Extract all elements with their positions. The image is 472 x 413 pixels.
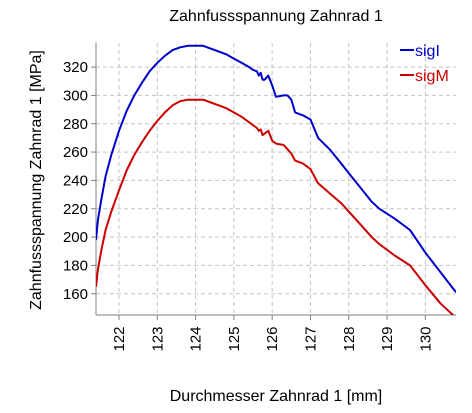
y-tick-label: 200 <box>63 229 88 246</box>
legend-label-sigI: sigI <box>415 43 440 60</box>
series-line-sigI <box>96 44 456 293</box>
x-tick-label: 128 <box>341 326 358 351</box>
y-tick-label: 180 <box>63 257 88 274</box>
axes <box>91 43 456 320</box>
chart-title: Zahnfussspannung Zahnrad 1 <box>169 8 383 25</box>
x-axis-label: Durchmesser Zahnrad 1 [mm] <box>170 388 383 405</box>
x-tick-label: 124 <box>188 326 205 351</box>
x-tick-label: 125 <box>226 326 243 351</box>
x-tick-label: 123 <box>149 326 166 351</box>
x-tick-label: 126 <box>264 326 281 351</box>
tick-labels: 122 123 124 125 126 127 128 129 130 160 180 200 220 2… <box>63 59 434 351</box>
grid <box>96 43 456 315</box>
y-tick-label: 300 <box>63 87 88 104</box>
series-line-sigM <box>96 98 455 315</box>
x-tick-label: 129 <box>379 326 396 351</box>
y-axis-label: Zahnfussspannung Zahnrad 1 [MPa] <box>28 50 45 310</box>
y-tick-label: 220 <box>63 201 88 218</box>
x-tick-label: 130 <box>417 326 434 351</box>
y-tick-label: 260 <box>63 144 88 161</box>
y-tick-label: 160 <box>63 286 88 303</box>
series-layer <box>96 44 456 315</box>
y-tick-label: 240 <box>63 172 88 189</box>
y-tick-label: 280 <box>63 116 88 133</box>
legend-label-sigM: sigM <box>415 68 449 85</box>
x-tick-label: 122 <box>111 326 128 351</box>
x-tick-label: 127 <box>302 326 319 351</box>
y-tick-label: 320 <box>63 59 88 76</box>
legend: sigI sigM <box>400 43 449 85</box>
